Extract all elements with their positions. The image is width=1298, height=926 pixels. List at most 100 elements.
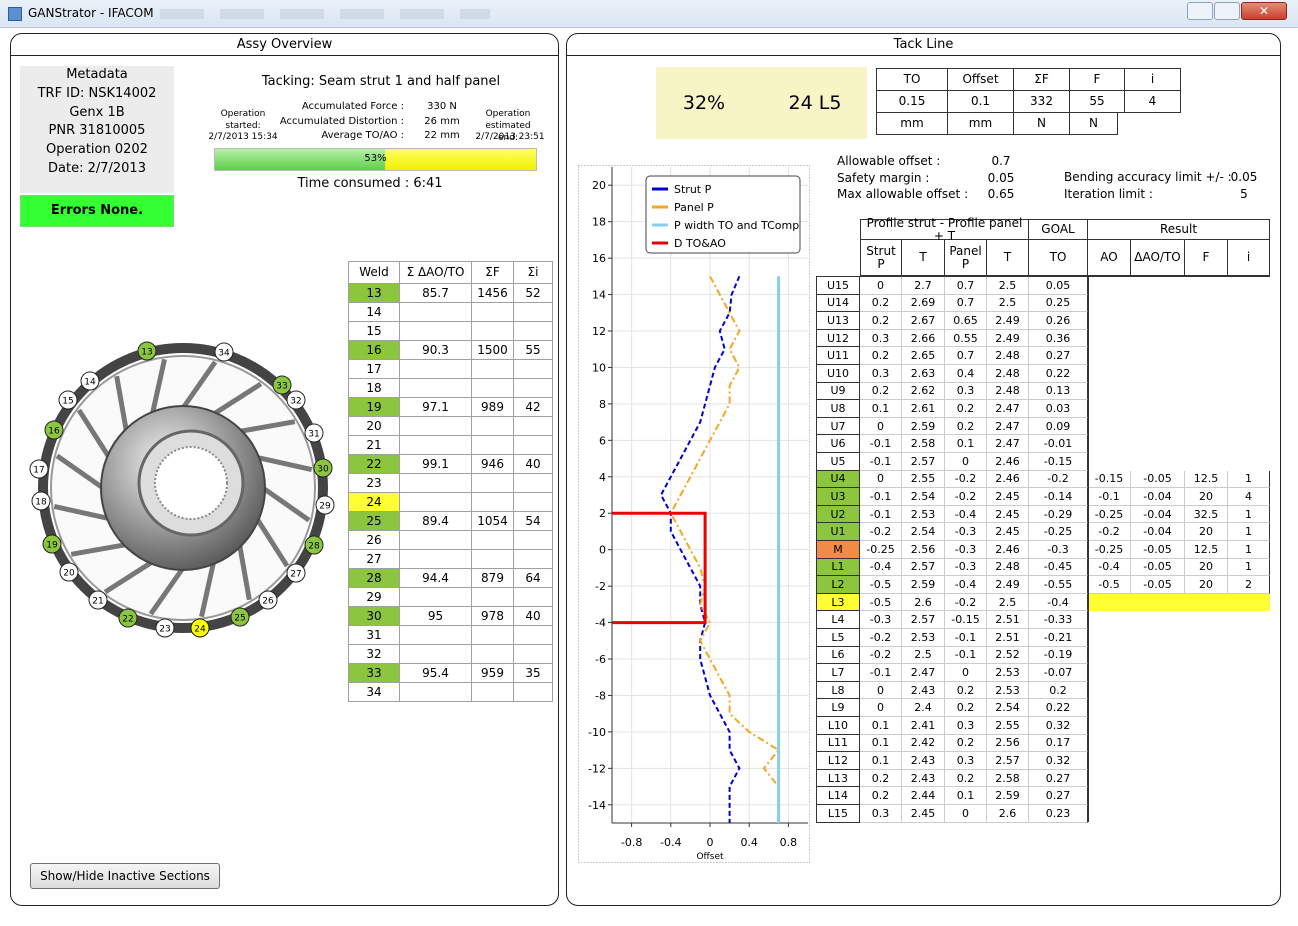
table-cell: 31 <box>349 626 400 645</box>
y-tick-label: 2 <box>599 507 606 520</box>
close-button[interactable]: ✕ <box>1241 2 1287 20</box>
table-cell <box>472 436 514 455</box>
table-cell <box>1185 329 1228 348</box>
table-cell <box>472 493 514 512</box>
table-cell <box>472 531 514 550</box>
table-cell: 19 <box>349 398 400 417</box>
table-cell <box>1088 611 1131 629</box>
weld-node <box>42 534 62 554</box>
table-cell: 2.5 <box>987 593 1029 612</box>
table-cell: -0.5 <box>860 593 902 612</box>
table-cell: 2.5 <box>987 277 1029 295</box>
table-cell <box>1185 347 1228 365</box>
table-cell: 332 <box>1014 91 1070 113</box>
top-table <box>876 68 1181 113</box>
table-cell: 0.1 <box>860 734 902 753</box>
table-cell <box>1088 734 1131 753</box>
y-tick-label: 0 <box>599 544 606 557</box>
table-cell: 2.56 <box>902 541 945 559</box>
table-cell: i <box>1125 69 1181 91</box>
table-cell: 0.32 <box>1029 717 1088 735</box>
table-cell: U8 <box>817 400 860 418</box>
table-cell <box>1185 717 1228 735</box>
table-cell: 0.17 <box>1029 734 1088 753</box>
table-cell: 0 <box>860 699 902 717</box>
table-cell: 24 <box>349 493 400 512</box>
y-tick-label: -14 <box>588 799 606 812</box>
table-cell: 0.27 <box>1029 769 1088 788</box>
table-cell <box>472 588 514 607</box>
table-cell: 2.49 <box>987 576 1029 594</box>
minimize-button[interactable] <box>1187 2 1213 20</box>
table-cell: 2.57 <box>902 453 945 471</box>
profile-table-head <box>860 219 1270 277</box>
table-cell: 1 <box>1228 523 1270 541</box>
table-cell: 29 <box>349 588 400 607</box>
table-cell: 2.69 <box>902 294 945 313</box>
table-cell: 2.62 <box>902 382 945 401</box>
table-cell: 2.48 <box>987 382 1029 401</box>
start-date: 2/7/2013 15:34 <box>208 132 278 142</box>
table-cell <box>1131 365 1185 383</box>
table-cell: 2.57 <box>902 611 945 629</box>
top-table-units <box>876 112 1118 135</box>
table-cell: F <box>1070 69 1125 91</box>
table-cell: 0.22 <box>1029 699 1088 717</box>
table-cell: 0.27 <box>1029 347 1088 365</box>
table-cell: 89.4 <box>400 512 472 531</box>
table-cell: TO <box>1029 240 1088 276</box>
table-cell: U11 <box>817 347 860 365</box>
table-cell: 12.5 <box>1185 541 1228 559</box>
weld-node <box>137 341 157 361</box>
table-cell <box>472 303 514 322</box>
param-value: 0.65 <box>987 187 1015 201</box>
weld-node <box>88 590 108 610</box>
table-cell <box>1228 787 1270 805</box>
table-cell: L7 <box>817 664 860 682</box>
weld-node-label: 21 <box>92 597 103 607</box>
table-cell: -0.21 <box>1029 629 1088 647</box>
table-cell <box>1228 699 1270 717</box>
table-cell: -0.4 <box>945 505 987 524</box>
table-cell <box>400 417 472 436</box>
table-cell: L14 <box>817 787 860 805</box>
summary-percent: 32% <box>682 92 726 114</box>
table-cell <box>1185 365 1228 383</box>
x-tick-label: 0.8 <box>780 836 798 849</box>
table-cell: Offset <box>948 69 1014 91</box>
table-cell <box>1131 646 1185 665</box>
table-cell: 2 <box>1228 576 1270 594</box>
table-cell: F <box>1185 240 1228 276</box>
legend-label: Strut P <box>674 183 712 196</box>
table-cell <box>400 531 472 550</box>
table-cell: 4 <box>1228 488 1270 506</box>
table-cell: U3 <box>817 488 860 506</box>
table-cell: 17 <box>349 360 400 379</box>
toggle-sections-button[interactable]: Show/Hide Inactive Sections <box>30 863 220 889</box>
metadata-line: Date: 2/7/2013 <box>48 160 146 176</box>
table-cell <box>514 626 553 645</box>
table-cell <box>1228 717 1270 735</box>
maximize-button[interactable] <box>1214 2 1240 20</box>
weld-node <box>230 607 250 627</box>
table-cell: -0.33 <box>1029 611 1088 629</box>
table-cell: 99.1 <box>400 455 472 474</box>
table-cell <box>1228 294 1270 313</box>
panel-divider <box>566 55 1281 56</box>
weld-node <box>59 562 79 582</box>
table-cell: 2.51 <box>987 611 1029 629</box>
table-cell: U12 <box>817 329 860 348</box>
table-cell: 2.57 <box>987 752 1029 770</box>
table-cell <box>472 379 514 398</box>
table-cell <box>1228 752 1270 770</box>
table-cell: 0.26 <box>1029 312 1088 330</box>
table-cell <box>1185 734 1228 753</box>
table-cell: 2.55 <box>902 470 945 489</box>
table-cell: 2.53 <box>902 505 945 524</box>
param-value: 0.05 <box>987 170 1015 185</box>
table-cell: -0.1 <box>945 629 987 647</box>
table-cell <box>1228 734 1270 753</box>
metadata-box <box>20 66 174 193</box>
table-cell <box>400 436 472 455</box>
table-cell <box>1088 277 1131 295</box>
